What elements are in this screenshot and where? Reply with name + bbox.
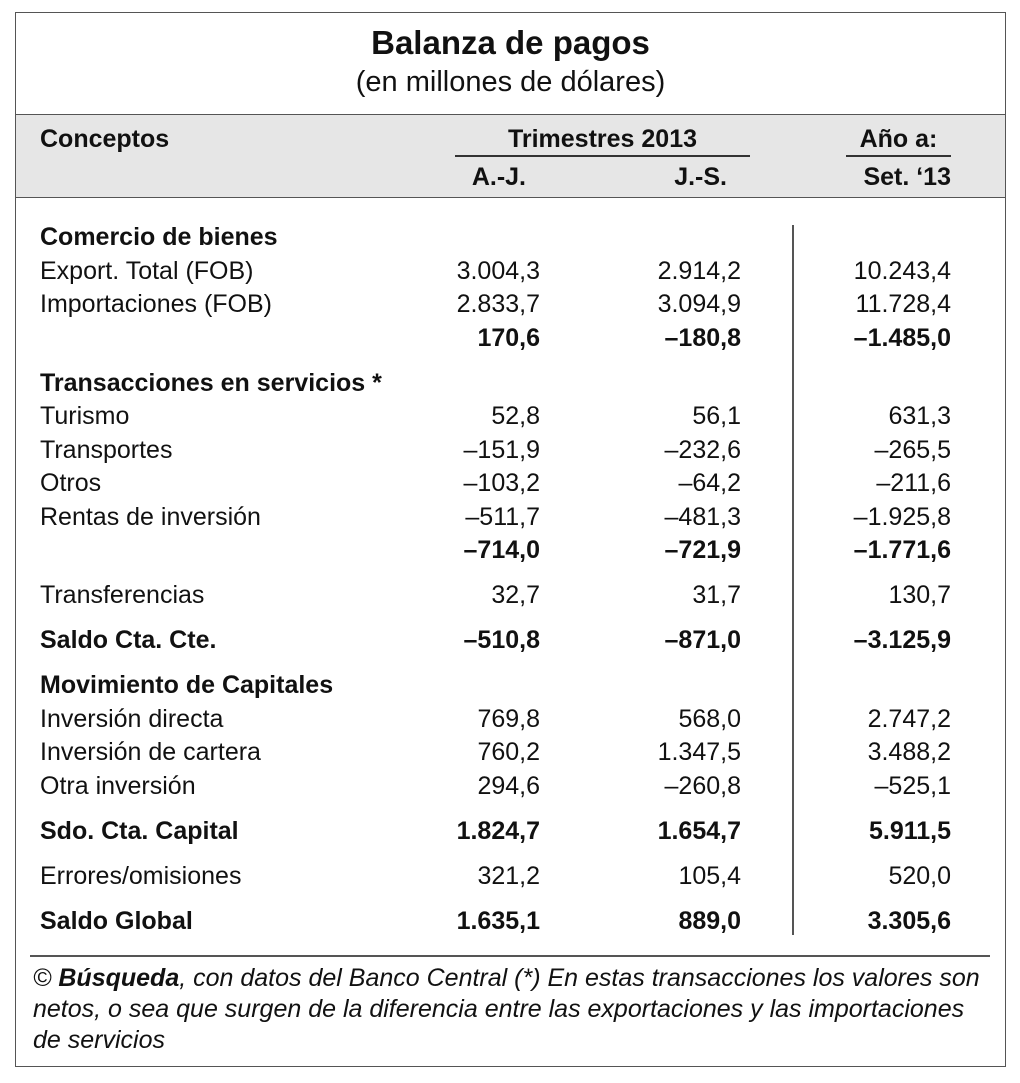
total-value: 5.911,5 — [868, 816, 951, 845]
section-heading: Comercio de bienes — [40, 223, 278, 251]
section-heading: Movimiento de Capitales — [40, 671, 334, 699]
cell-value: 1.347,5 — [657, 738, 741, 766]
column-divider — [792, 225, 794, 935]
cell-value: 568,0 — [678, 704, 741, 733]
total-value: 889,0 — [678, 906, 741, 935]
subtitle: (en millones de dólares) — [355, 66, 666, 98]
row-label: Transferencias — [40, 581, 205, 609]
total-value: –510,8 — [463, 626, 540, 654]
cell-value: 2.833,7 — [456, 290, 540, 318]
cell-value: –260,8 — [664, 771, 741, 800]
header-rule — [455, 155, 750, 157]
copyright: © — [33, 964, 52, 992]
cell-value: 105,4 — [678, 861, 741, 890]
cell-value: 130,7 — [888, 581, 951, 609]
cell-value: 769,8 — [477, 704, 540, 733]
title: Balanza de pagos — [371, 24, 650, 61]
total-value: –871,0 — [664, 626, 741, 654]
cell-value: 3.094,9 — [657, 290, 741, 318]
cell-value: 631,3 — [888, 402, 951, 430]
header-rule — [846, 155, 951, 157]
header-concepts: Conceptos — [40, 125, 170, 153]
row-label: Turismo — [40, 402, 130, 430]
subtotal-value: –1.485,0 — [853, 323, 951, 352]
frame — [15, 12, 1006, 1067]
total-value: 1.635,1 — [456, 906, 540, 935]
cell-value: –232,6 — [664, 435, 741, 464]
cell-value: 56,1 — [692, 402, 741, 430]
total-value: 3.305,6 — [867, 906, 951, 935]
cell-value: –103,2 — [463, 469, 540, 497]
row-label: Otra inversión — [40, 771, 196, 800]
subtotal-value: –1.771,6 — [853, 536, 951, 564]
row-label: Inversión directa — [40, 704, 224, 733]
row-label: Otros — [40, 469, 102, 497]
subtotal-value: 170,6 — [477, 323, 540, 352]
cell-value: –1.925,8 — [853, 502, 951, 531]
total-label: Sdo. Cta. Capital — [40, 816, 239, 845]
cell-value: 3.488,2 — [867, 738, 951, 766]
header-column: Set. ‘13 — [863, 163, 951, 191]
cell-value: 32,7 — [491, 581, 540, 609]
cell-value: –265,5 — [874, 435, 951, 464]
cell-value: –151,9 — [463, 435, 540, 464]
cell-value: 31,7 — [692, 581, 741, 609]
section-heading: Transacciones en servicios * — [40, 368, 382, 397]
header-column: A.-J. — [471, 163, 526, 191]
cell-value: –511,7 — [465, 502, 540, 531]
row-label: Errores/omisiones — [40, 861, 242, 890]
cell-value: 520,0 — [888, 861, 951, 890]
row-label: Importaciones (FOB) — [40, 290, 273, 318]
footnote-text: , con datos del Banco Central (*) En est… — [33, 964, 980, 1054]
subtotal-value: –721,9 — [664, 536, 741, 564]
row-label: Rentas de inversión — [40, 502, 261, 531]
total-value: 1.654,7 — [657, 816, 741, 845]
cell-value: 2.747,2 — [867, 704, 951, 733]
row-label: Transportes — [40, 435, 173, 464]
cell-value: 52,8 — [491, 402, 540, 430]
total-label: Saldo Cta. Cte. — [40, 626, 217, 654]
cell-value: 11.728,4 — [855, 290, 951, 318]
cell-value: 10.243,4 — [853, 256, 951, 285]
cell-value: 3.004,3 — [456, 256, 540, 285]
cell-value: –481,3 — [664, 502, 741, 531]
cell-value: –211,6 — [876, 469, 951, 497]
subtotal-value: –714,0 — [463, 536, 540, 564]
cell-value: –525,1 — [874, 771, 951, 800]
row-label: Inversión de cartera — [40, 738, 261, 766]
header-column: J.-S. — [674, 163, 727, 191]
total-value: –3.125,9 — [853, 626, 951, 654]
cell-value: 294,6 — [477, 771, 540, 800]
footnote-rule — [30, 955, 990, 957]
row-label: Export. Total (FOB) — [40, 256, 254, 285]
cell-value: 321,2 — [477, 861, 540, 890]
header-band — [16, 114, 1005, 198]
total-value: 1.824,7 — [456, 816, 540, 845]
source: Búsqueda — [58, 964, 180, 992]
total-label: Saldo Global — [40, 906, 193, 935]
cell-value: 2.914,2 — [657, 256, 741, 285]
header-quarters: Trimestres 2013 — [507, 125, 698, 153]
subtotal-value: –180,8 — [664, 323, 741, 352]
cell-value: –64,2 — [678, 469, 741, 497]
cell-value: 760,2 — [477, 738, 540, 766]
header-year: Año a: — [859, 125, 938, 153]
footnote: © Búsqueda, con datos del Banco Central … — [33, 963, 998, 1056]
